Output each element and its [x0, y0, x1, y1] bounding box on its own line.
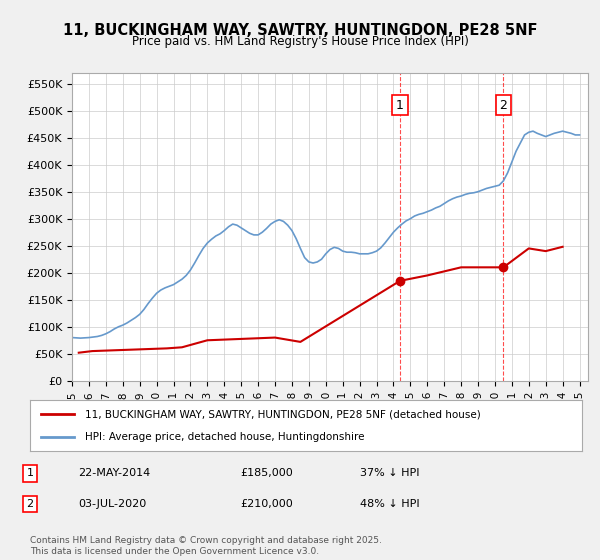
Text: HPI: Average price, detached house, Huntingdonshire: HPI: Average price, detached house, Hunt… — [85, 432, 365, 442]
Text: 03-JUL-2020: 03-JUL-2020 — [78, 499, 146, 509]
Text: 37% ↓ HPI: 37% ↓ HPI — [360, 468, 419, 478]
Text: 2: 2 — [499, 99, 508, 112]
Text: 11, BUCKINGHAM WAY, SAWTRY, HUNTINGDON, PE28 5NF (detached house): 11, BUCKINGHAM WAY, SAWTRY, HUNTINGDON, … — [85, 409, 481, 419]
Text: Contains HM Land Registry data © Crown copyright and database right 2025.
This d: Contains HM Land Registry data © Crown c… — [30, 536, 382, 556]
Text: 1: 1 — [26, 468, 34, 478]
Text: 11, BUCKINGHAM WAY, SAWTRY, HUNTINGDON, PE28 5NF: 11, BUCKINGHAM WAY, SAWTRY, HUNTINGDON, … — [63, 24, 537, 38]
Text: 2: 2 — [26, 499, 34, 509]
Text: £210,000: £210,000 — [240, 499, 293, 509]
Text: 48% ↓ HPI: 48% ↓ HPI — [360, 499, 419, 509]
Text: £185,000: £185,000 — [240, 468, 293, 478]
Text: Price paid vs. HM Land Registry's House Price Index (HPI): Price paid vs. HM Land Registry's House … — [131, 35, 469, 49]
Text: 1: 1 — [396, 99, 404, 112]
Text: 22-MAY-2014: 22-MAY-2014 — [78, 468, 150, 478]
